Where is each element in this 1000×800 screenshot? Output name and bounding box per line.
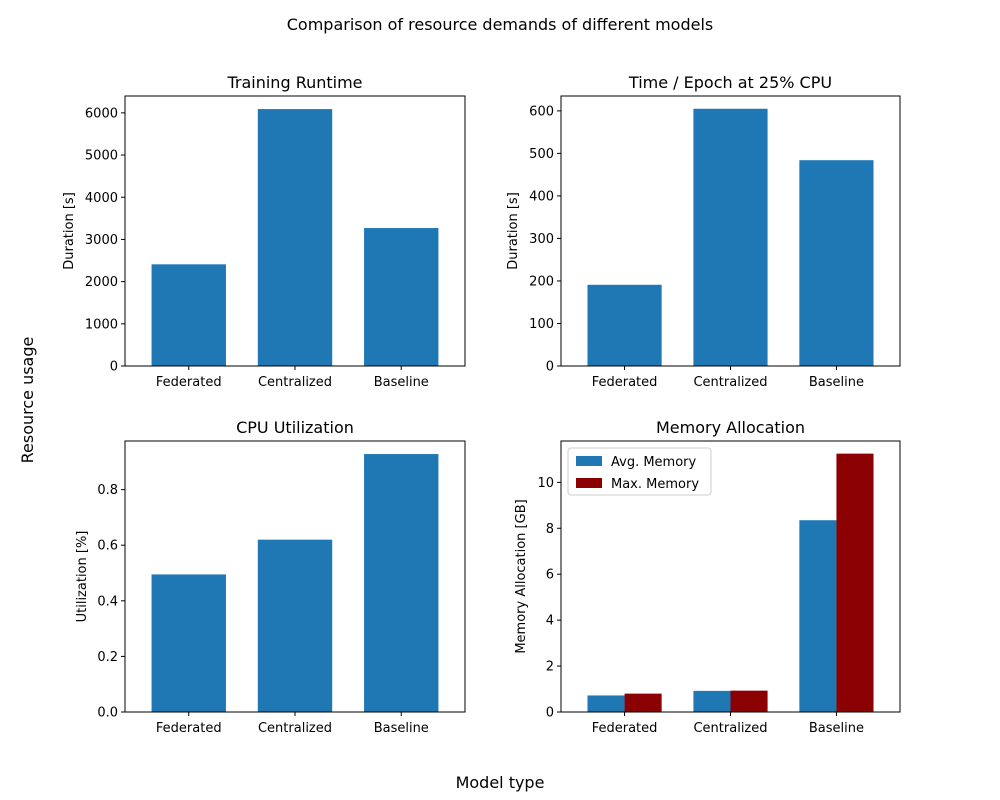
panel-title: CPU Utilization bbox=[236, 418, 354, 437]
figure-suptitle: Comparison of resource demands of differ… bbox=[287, 15, 714, 34]
y-tick-label: 4000 bbox=[85, 191, 118, 206]
y-tick-label: 0 bbox=[546, 706, 554, 721]
y-tick-label: 0 bbox=[546, 360, 554, 375]
chart-panel-4: 0 2 4 6 8 10 Federated Centralized Baseline Memor… bbox=[514, 418, 901, 736]
legend: Avg. Memory Max. Memory bbox=[567, 447, 712, 496]
y-tick-label: 3000 bbox=[85, 233, 118, 248]
y-tick-label: 100 bbox=[529, 317, 554, 332]
bar-centralized bbox=[257, 109, 333, 366]
y-tick-label: 8 bbox=[546, 522, 554, 537]
bar-federated bbox=[151, 264, 226, 366]
y-tick-label: 0.2 bbox=[97, 650, 118, 665]
bar-federated bbox=[151, 574, 226, 712]
y-tick-label: 200 bbox=[529, 274, 554, 289]
panel-title: Memory Allocation bbox=[656, 418, 805, 437]
x-tick-label: Baseline bbox=[374, 721, 429, 736]
y-tick-label: 1000 bbox=[85, 317, 118, 332]
x-tick-label: Federated bbox=[592, 375, 658, 390]
x-tick-label: Centralized bbox=[258, 721, 332, 736]
bar-centralized-series-2 bbox=[730, 690, 768, 712]
y-tick-label: 300 bbox=[529, 232, 554, 247]
legend-swatch bbox=[576, 456, 602, 466]
bar-baseline bbox=[799, 160, 874, 366]
x-tick-label: Federated bbox=[156, 721, 222, 736]
bar-centralized bbox=[693, 108, 768, 366]
figure-supylabel: Resource usage bbox=[18, 337, 37, 464]
y-axis-label: Duration [s] bbox=[506, 192, 521, 270]
x-tick-label: Federated bbox=[156, 375, 222, 390]
chart-panel-1: 0 1000 2000 3000 4000 5000 6000 Federated Centra… bbox=[62, 73, 466, 390]
bar-federated-series-1 bbox=[587, 695, 625, 712]
y-axis-label: Utilization [%] bbox=[75, 531, 90, 623]
y-tick-label: 10 bbox=[537, 476, 554, 491]
bar-centralized bbox=[257, 539, 333, 712]
panel-title: Training Runtime bbox=[226, 73, 362, 92]
legend-swatch bbox=[576, 478, 602, 488]
x-tick-label: Baseline bbox=[809, 375, 864, 390]
y-tick-label: 500 bbox=[529, 147, 554, 162]
y-tick-label: 600 bbox=[529, 104, 554, 119]
y-axis-label: Duration [s] bbox=[62, 192, 77, 270]
y-tick-label: 2000 bbox=[85, 275, 118, 290]
bar-baseline bbox=[364, 454, 439, 712]
x-tick-label: Federated bbox=[592, 721, 658, 736]
x-tick-label: Centralized bbox=[693, 375, 767, 390]
y-axis-label: Memory Allocation [GB] bbox=[514, 499, 529, 653]
y-tick-label: 400 bbox=[529, 189, 554, 204]
y-tick-label: 0.0 bbox=[97, 706, 118, 721]
y-tick-label: 2 bbox=[546, 660, 554, 675]
chart-panel-3: 0.0 0.2 0.4 0.6 0.8 Federated Centralized Basel… bbox=[75, 418, 466, 736]
y-tick-label: 0.6 bbox=[97, 539, 118, 554]
legend-frame bbox=[567, 447, 712, 496]
panel-title: Time / Epoch at 25% CPU bbox=[628, 73, 832, 92]
legend-label: Avg. Memory bbox=[611, 455, 697, 470]
legend-label: Max. Memory bbox=[611, 477, 699, 492]
y-tick-label: 0 bbox=[110, 360, 118, 375]
bar-centralized-series-1 bbox=[693, 690, 731, 712]
figure-supxlabel: Model type bbox=[456, 773, 545, 792]
bar-baseline bbox=[364, 228, 439, 366]
bar-federated-series-2 bbox=[624, 693, 662, 712]
y-tick-label: 4 bbox=[546, 614, 554, 629]
y-tick-label: 6000 bbox=[85, 106, 118, 121]
bar-federated bbox=[587, 284, 662, 366]
chart-panel-2: 0 100 200 300 400 500 600 Federated Centralized B… bbox=[506, 73, 901, 390]
y-tick-label: 0.8 bbox=[97, 483, 118, 498]
x-tick-label: Centralized bbox=[693, 721, 767, 736]
bar-baseline-series-2 bbox=[836, 453, 874, 712]
y-tick-label: 5000 bbox=[85, 149, 118, 164]
x-tick-label: Baseline bbox=[374, 375, 429, 390]
x-tick-label: Centralized bbox=[258, 375, 332, 390]
bar-baseline-series-1 bbox=[799, 520, 837, 712]
y-tick-label: 6 bbox=[546, 568, 554, 583]
y-tick-label: 0.4 bbox=[97, 594, 118, 609]
x-tick-label: Baseline bbox=[809, 721, 864, 736]
